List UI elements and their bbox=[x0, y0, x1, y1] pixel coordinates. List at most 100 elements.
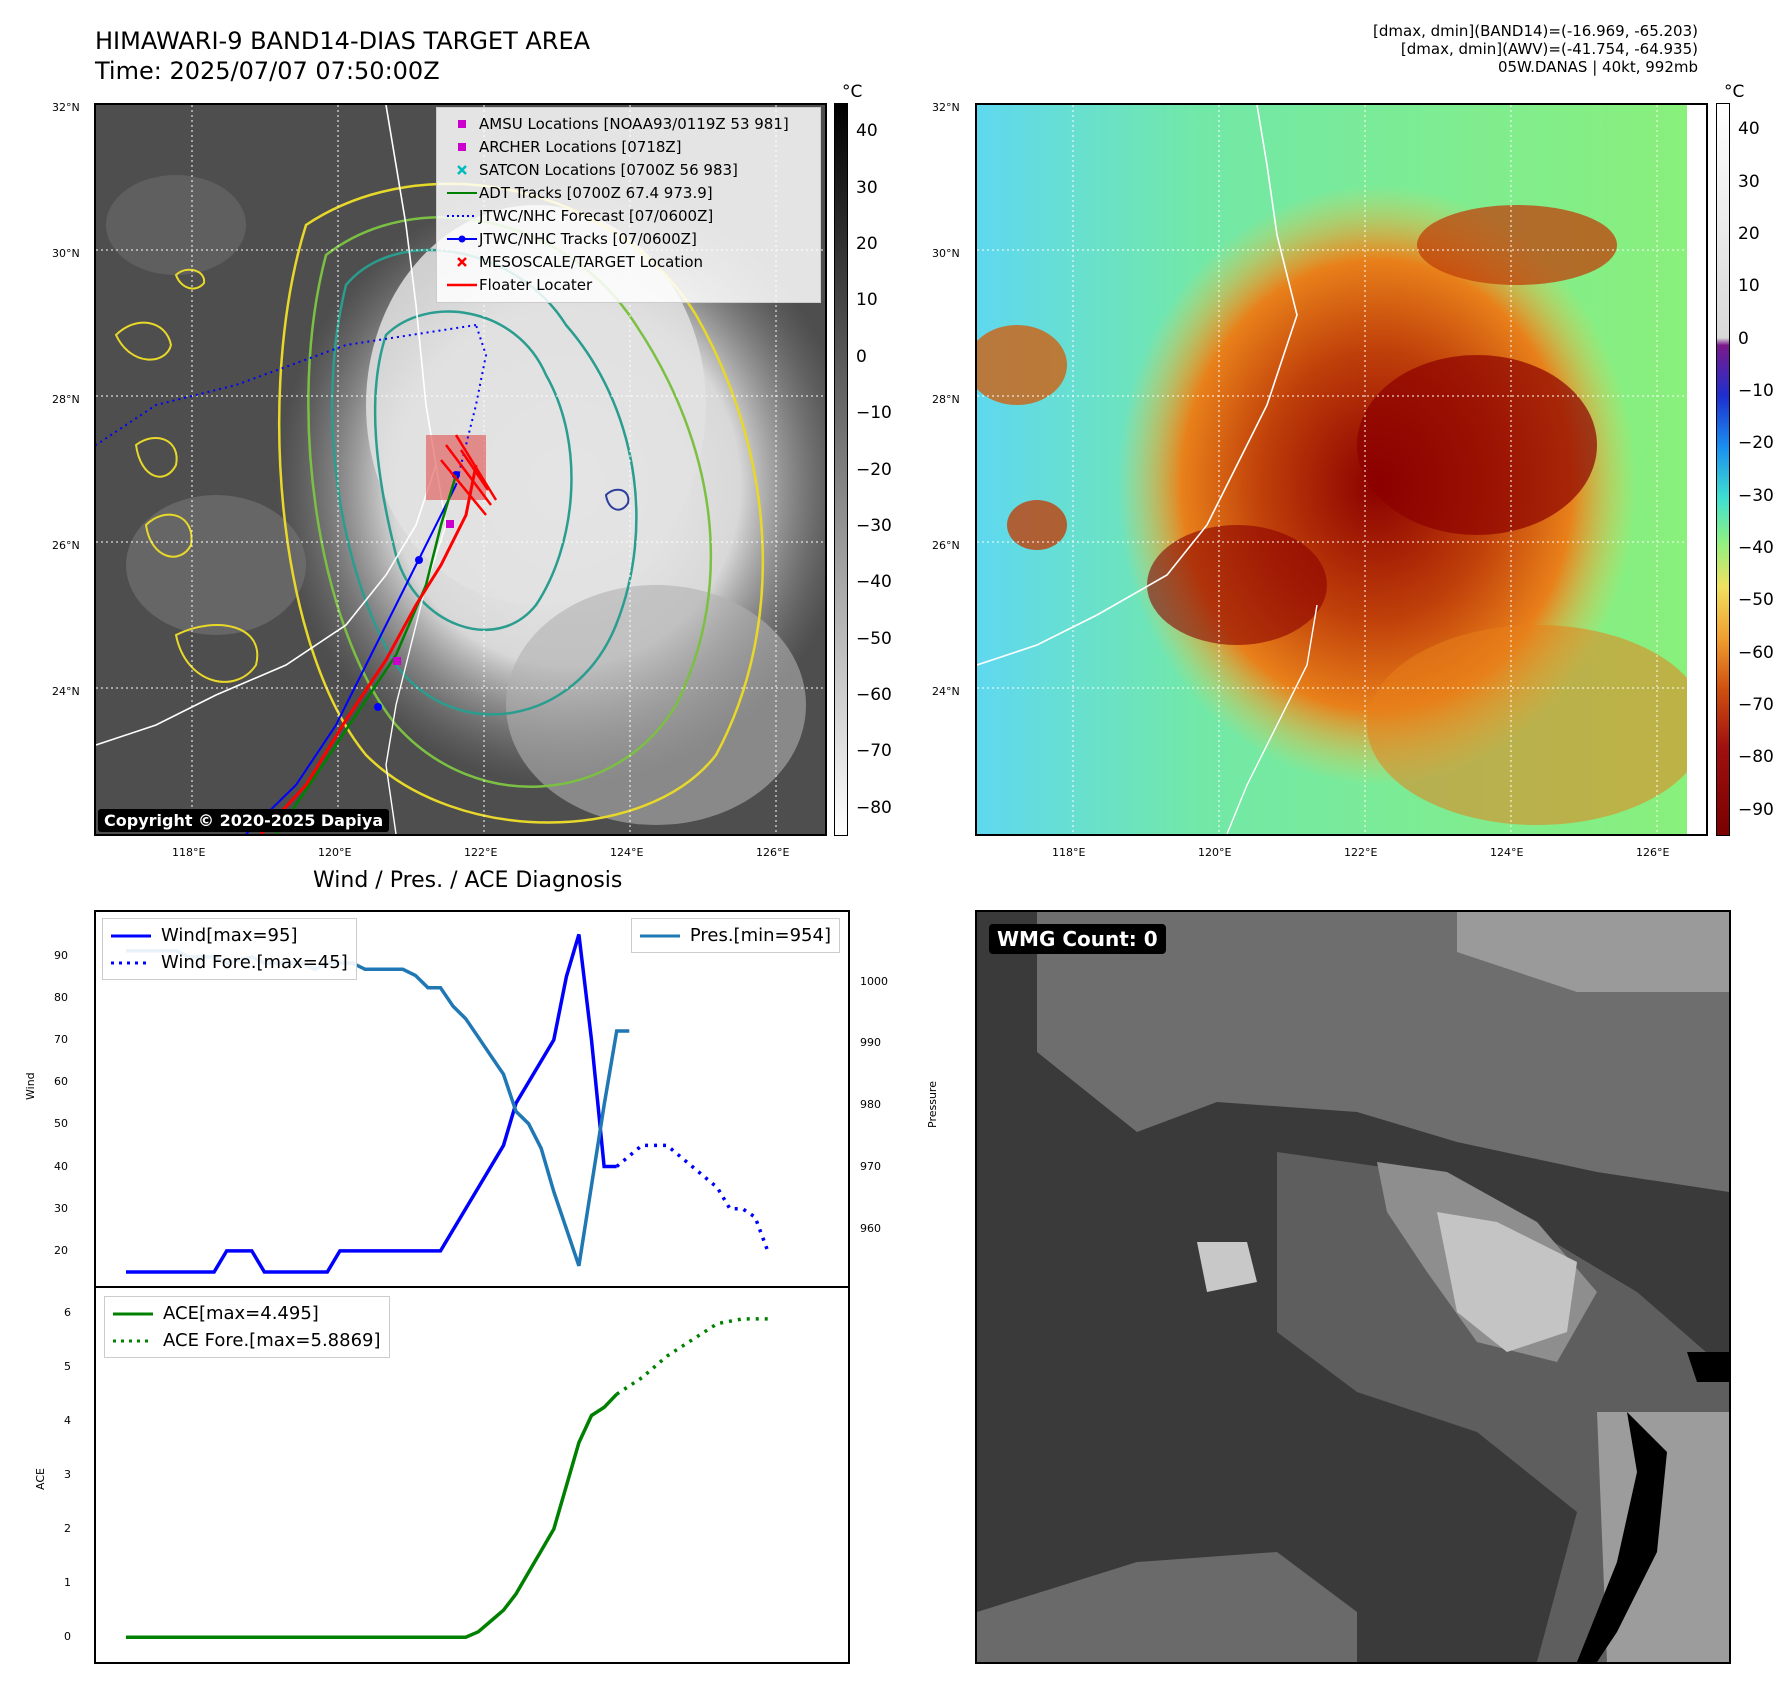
legend-amsu: AMSU Locations [NOAA93/0119Z 53 981] bbox=[445, 112, 812, 135]
lat-tick: 32°N bbox=[52, 101, 80, 114]
colorbar-left bbox=[834, 103, 848, 836]
wmg-count-badge: WMG Count: 0 bbox=[989, 924, 1166, 954]
lon-tick: 122°E bbox=[1344, 846, 1378, 859]
y-tick-label: 1 bbox=[64, 1576, 71, 1590]
lon-tick: 120°E bbox=[1198, 846, 1232, 859]
lon-tick: 124°E bbox=[610, 846, 644, 859]
map-legend: AMSU Locations [NOAA93/0119Z 53 981] ARC… bbox=[436, 107, 821, 303]
y-tick-label: 0 bbox=[64, 1630, 71, 1644]
ace-forecast-series-line bbox=[615, 1317, 768, 1396]
colorbar-right bbox=[1716, 103, 1730, 836]
lat-tick: 30°N bbox=[52, 247, 80, 260]
legend-adt: ADT Tracks [0700Z 67.4 973.9] bbox=[445, 181, 812, 204]
colorbar-tick: −20 bbox=[1738, 433, 1774, 454]
info-band14-range: [dmax, dmin](BAND14)=(-16.969, -65.203) bbox=[1373, 22, 1698, 40]
green-line-icon bbox=[445, 187, 479, 199]
legend-jtwc-forecast: JTWC/NHC Forecast [07/0600Z] bbox=[445, 204, 812, 227]
legend-wind: Wind[max=95] bbox=[111, 925, 298, 946]
diagnosis-title: Wind / Pres. / ACE Diagnosis bbox=[313, 868, 623, 893]
legend-mesoscale: MESOSCALE/TARGET Location bbox=[445, 250, 812, 273]
lon-tick: 124°E bbox=[1490, 846, 1524, 859]
red-x-icon bbox=[445, 256, 479, 268]
y-tick-label: 970 bbox=[860, 1159, 881, 1173]
chart-timestamp: Time: 2025/07/07 07:50:00Z bbox=[95, 57, 440, 85]
info-awv-range: [dmax, dmin](AWV)=(-41.754, -64.935) bbox=[1400, 40, 1698, 58]
legend-pressure: Pres.[min=954] bbox=[639, 925, 831, 946]
y-tick-label: 990 bbox=[860, 1036, 881, 1050]
colorbar-tick: −80 bbox=[1738, 747, 1774, 768]
colorbar-tick: 10 bbox=[856, 290, 878, 311]
colorbar-tick: −60 bbox=[1738, 642, 1774, 663]
legend-jtwc-tracks: JTWC/NHC Tracks [07/0600Z] bbox=[445, 227, 812, 250]
colorbar-tick: 10 bbox=[1738, 276, 1760, 297]
lon-tick: 120°E bbox=[318, 846, 352, 859]
jtwc-track-line bbox=[245, 484, 457, 834]
adt-track-line bbox=[274, 474, 458, 834]
colorbar-tick: −10 bbox=[856, 403, 892, 424]
colorbar-tick: −70 bbox=[1738, 695, 1774, 716]
awv-imagery bbox=[977, 105, 1706, 834]
lon-tick: 126°E bbox=[756, 846, 790, 859]
wind-forecast-series-line bbox=[615, 1143, 770, 1252]
wind-axis-label: Wind bbox=[24, 1072, 37, 1100]
red-line-icon bbox=[445, 279, 479, 291]
y-tick-label: 70 bbox=[54, 1032, 68, 1046]
y-tick-label: 90 bbox=[54, 948, 68, 962]
band14-map: AMSU Locations [NOAA93/0119Z 53 981] ARC… bbox=[94, 103, 827, 836]
pressure-series-line bbox=[126, 948, 630, 1267]
colorbar-tick: −50 bbox=[1738, 590, 1774, 611]
colorbar-tick: 40 bbox=[1738, 119, 1760, 140]
y-tick-label: 80 bbox=[54, 990, 68, 1004]
lat-tick: 26°N bbox=[932, 539, 960, 552]
lon-tick: 118°E bbox=[172, 846, 206, 859]
y-tick-label: 30 bbox=[54, 1201, 68, 1215]
magenta-square-icon bbox=[445, 141, 479, 153]
y-tick-label: 980 bbox=[860, 1098, 881, 1112]
ace-legend: ACE[max=4.495] ACE Fore.[max=5.8869] bbox=[104, 1296, 390, 1358]
y-tick-label: 60 bbox=[54, 1075, 68, 1089]
ace-axis-label: ACE bbox=[34, 1468, 47, 1490]
y-tick-label: 50 bbox=[54, 1117, 68, 1131]
colorbar-tick: −80 bbox=[856, 797, 892, 818]
lat-tick: 26°N bbox=[52, 539, 80, 552]
colorbar-tick: −30 bbox=[856, 515, 892, 536]
colorbar-tick: 30 bbox=[856, 177, 878, 198]
colorbar-tick: −30 bbox=[1738, 485, 1774, 506]
legend-ace-forecast: ACE Fore.[max=5.8869] bbox=[113, 1330, 381, 1351]
y-tick-label: 40 bbox=[54, 1159, 68, 1173]
y-tick-label: 1000 bbox=[860, 974, 888, 988]
y-tick-label: 5 bbox=[64, 1359, 71, 1373]
lon-tick: 122°E bbox=[464, 846, 498, 859]
lat-tick: 28°N bbox=[932, 393, 960, 406]
legend-floater: Floater Locater bbox=[445, 273, 812, 296]
lon-tick: 126°E bbox=[1636, 846, 1670, 859]
legend-ace: ACE[max=4.495] bbox=[113, 1303, 319, 1324]
legend-satcon: SATCON Locations [0700Z 56 983] bbox=[445, 158, 812, 181]
lat-tick: 24°N bbox=[932, 685, 960, 698]
wind-legend: Wind[max=95] Wind Fore.[max=45] bbox=[102, 918, 357, 980]
ace-chart-frame: ACE[max=4.495] ACE Fore.[max=5.8869] bbox=[94, 1286, 850, 1664]
wind-chart-frame: Wind[max=95] Wind Fore.[max=45] Pres.[mi… bbox=[94, 910, 850, 1288]
colorbar-tick: −40 bbox=[1738, 538, 1774, 559]
colorbar-tick: 20 bbox=[856, 233, 878, 254]
copyright-label: Copyright © 2020-2025 Dapiya bbox=[98, 809, 390, 832]
ace-chart bbox=[126, 1317, 768, 1639]
lat-tick: 24°N bbox=[52, 685, 80, 698]
legend-wind-forecast: Wind Fore.[max=45] bbox=[111, 952, 348, 973]
y-tick-label: 960 bbox=[860, 1221, 881, 1235]
colorbar-tick: 0 bbox=[856, 346, 867, 367]
ace-series-line bbox=[126, 1392, 618, 1639]
y-tick-label: 2 bbox=[64, 1522, 71, 1536]
y-tick-label: 20 bbox=[54, 1243, 68, 1257]
colorbar-unit-right: °C bbox=[1724, 82, 1745, 102]
colorbar-tick: −40 bbox=[856, 572, 892, 593]
blue-line-dot-icon bbox=[445, 233, 479, 245]
y-tick-label: 3 bbox=[64, 1468, 71, 1481]
lat-tick: 30°N bbox=[932, 247, 960, 260]
wind-series-line bbox=[126, 933, 617, 1274]
colorbar-tick: 20 bbox=[1738, 223, 1760, 244]
colorbar-tick: 40 bbox=[856, 121, 878, 142]
blue-dotted-line-icon bbox=[445, 210, 479, 222]
wmg-imagery bbox=[977, 912, 1729, 1662]
wmg-panel: WMG Count: 0 bbox=[975, 910, 1731, 1664]
